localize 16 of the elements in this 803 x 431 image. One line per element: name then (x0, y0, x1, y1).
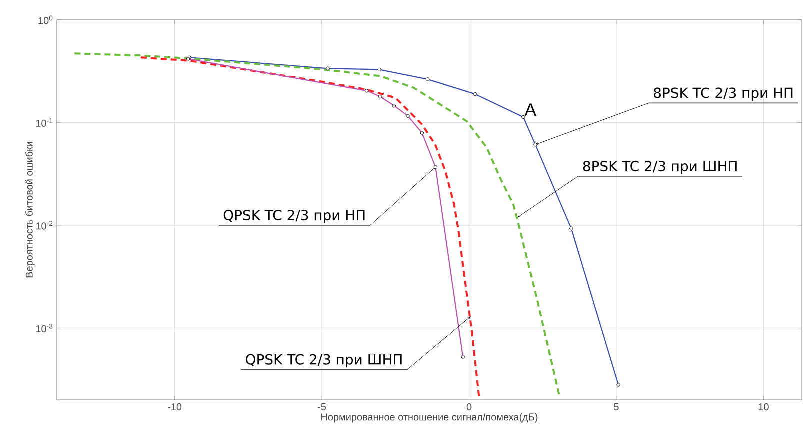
x-tick-label: 10 (758, 404, 769, 411)
x-tick-label: 5 (614, 404, 619, 410)
annotation: QPSK TC 2/3 при НП (224, 210, 365, 224)
y-axis-title: Вероятность битовой ошибки (25, 142, 35, 278)
y-tick-label: 10$^{-1}$ (36, 118, 53, 127)
annotation: A (524, 104, 537, 116)
y-tick-label: 10$^{0}$ (38, 16, 53, 24)
annotation: QPSK TC 2/3 при ШНП (246, 354, 402, 368)
y-tick-label: 10$^{-3}$ (36, 324, 53, 332)
annotation: 8PSK TC 2/3 при НП (654, 88, 793, 101)
x-axis-title: Нормированное отношение сигнал/помеха(дБ) (322, 413, 538, 423)
x-tick-label: 0 (466, 404, 472, 411)
y-tick-label: 10$^{-2}$ (36, 221, 53, 230)
x-tick-label: -5 (318, 404, 326, 410)
x-tick-label: -10 (168, 404, 182, 411)
annotation: 8PSK TC 2/3 при ШНП (583, 161, 737, 174)
